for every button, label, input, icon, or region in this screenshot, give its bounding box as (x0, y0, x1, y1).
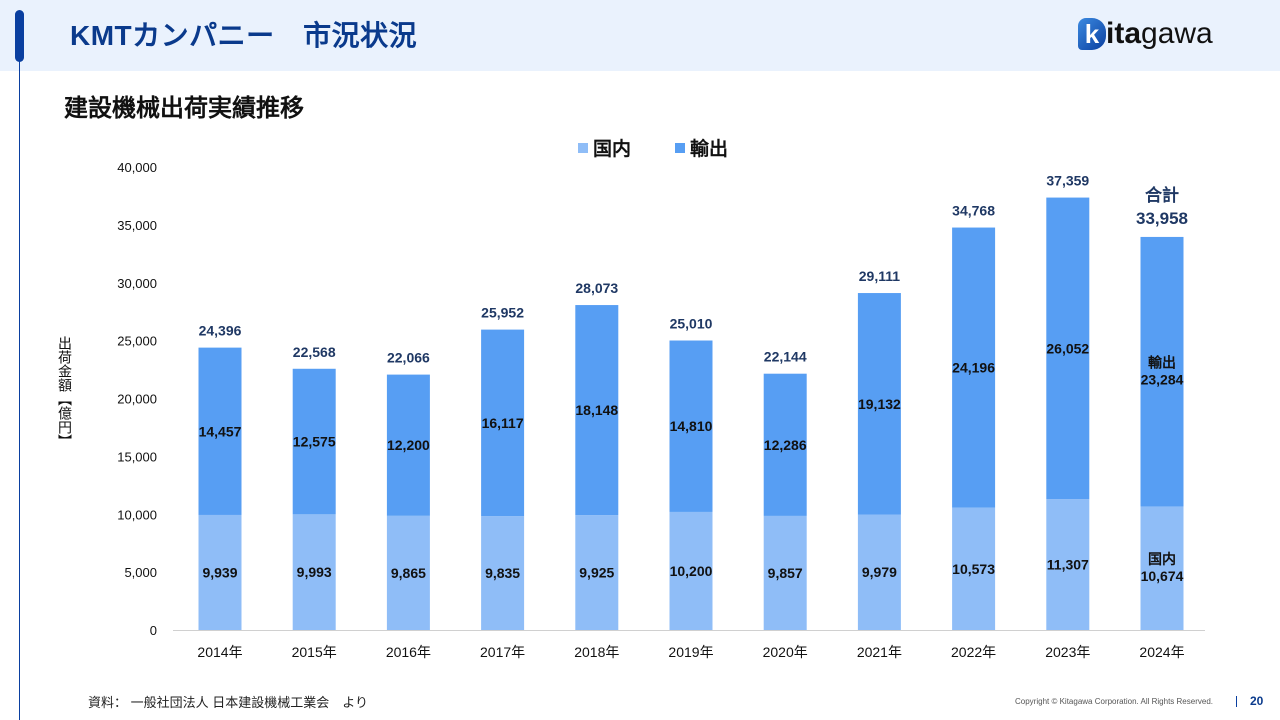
data-label: 23,284 (1141, 372, 1184, 388)
data-label: 26,052 (1046, 340, 1089, 356)
export-bar (198, 347, 242, 515)
x-tick-label: 2014年 (197, 644, 242, 660)
x-tick-label: 2019年 (668, 644, 713, 660)
data-label: 24,196 (952, 360, 995, 376)
domestic-bar (198, 514, 242, 630)
y-tick-label: 20,000 (117, 392, 157, 407)
accent-bar (15, 10, 24, 62)
y-axis-label: 出荷金額【億円】 (57, 336, 73, 448)
kitagawa-logo: k ita gawa (1078, 14, 1213, 54)
data-label: 9,925 (579, 565, 614, 581)
export-bar (857, 293, 901, 515)
data-label: 12,575 (293, 434, 336, 450)
legend-label-domestic: 国内 (593, 137, 631, 160)
data-label: 14,810 (670, 418, 713, 434)
x-tick-label: 2017年 (480, 644, 525, 660)
export-bar (763, 373, 807, 516)
y-tick-label: 35,000 (117, 218, 157, 233)
data-label: 19,132 (858, 396, 901, 412)
domestic-bar (386, 515, 430, 630)
data-label: 9,857 (768, 565, 803, 581)
data-label: 12,286 (764, 437, 807, 453)
legend-label-export: 輸出 (690, 137, 728, 160)
source-note: 資料： 一般社団法人 日本建設機械工業会 より (88, 695, 368, 710)
x-tick-label: 2015年 (292, 644, 337, 660)
export-bar (386, 374, 430, 516)
domestic-bar (669, 511, 713, 630)
y-tick-label: 0 (150, 623, 157, 638)
export-bar (292, 368, 336, 515)
x-tick-label: 2023年 (1045, 644, 1090, 660)
segment-series-label: 国内 (1148, 551, 1176, 567)
data-label: 18,148 (575, 402, 618, 418)
y-tick-label: 5,000 (124, 565, 157, 580)
total-label-title: 合計 (1145, 185, 1179, 205)
total-label: 22,066 (387, 350, 430, 366)
total-label: 33,958 (1136, 209, 1188, 228)
chart-subtitle: 建設機械出荷実績推移 (64, 95, 304, 122)
x-tick-label: 2021年 (857, 644, 902, 660)
legend-swatch-export (675, 143, 685, 153)
page-number: 20 (1250, 694, 1264, 708)
x-tick-label: 2024年 (1139, 644, 1184, 660)
legend-swatch-domestic (578, 143, 588, 153)
data-label: 9,865 (391, 565, 426, 581)
logo-k-icon: k (1078, 18, 1106, 50)
y-tick-label: 15,000 (117, 449, 157, 464)
data-label: 9,979 (862, 564, 897, 580)
x-tick-label: 2016年 (386, 644, 431, 660)
header-band (0, 0, 1280, 71)
data-label: 9,993 (297, 564, 332, 580)
data-label: 16,117 (482, 415, 524, 431)
x-tick-label: 2022年 (951, 644, 996, 660)
domestic-bar (1046, 499, 1090, 630)
total-label: 29,111 (859, 268, 900, 284)
domestic-bar (857, 514, 901, 630)
export-bar (669, 340, 713, 512)
data-label: 12,200 (387, 437, 430, 453)
y-tick-label: 40,000 (117, 160, 157, 175)
total-label: 22,568 (293, 344, 336, 360)
domestic-bar (575, 515, 619, 630)
y-tick-label: 30,000 (117, 276, 157, 291)
data-label: 10,674 (1141, 568, 1184, 584)
copyright: Copyright © Kitagawa Corporation. All Ri… (1015, 697, 1213, 706)
data-label: 10,573 (952, 561, 995, 577)
total-label: 25,952 (481, 305, 524, 321)
domestic-bar (1140, 506, 1184, 630)
total-label: 25,010 (670, 316, 713, 332)
total-label: 37,359 (1046, 173, 1089, 189)
page-separator (1236, 696, 1237, 707)
y-tick-label: 25,000 (117, 334, 157, 349)
logo-text: gawa (1141, 17, 1213, 50)
domestic-bar (952, 507, 996, 630)
domestic-bar (481, 516, 525, 630)
y-tick-label: 10,000 (117, 507, 157, 522)
data-label: 11,307 (1047, 557, 1089, 573)
x-tick-label: 2018年 (574, 644, 619, 660)
left-rule (19, 60, 20, 720)
data-label: 14,457 (199, 423, 242, 439)
total-label: 28,073 (575, 280, 618, 296)
export-bar (952, 227, 996, 508)
export-bar (575, 305, 619, 516)
export-bar (1046, 197, 1090, 500)
data-label: 9,939 (202, 564, 237, 580)
domestic-bar (763, 515, 807, 630)
export-bar (1140, 236, 1184, 507)
total-label: 24,396 (199, 323, 242, 339)
export-bar (481, 329, 525, 517)
x-tick-label: 2020年 (763, 644, 808, 660)
logo-text-bold: ita (1106, 17, 1142, 50)
domestic-bar (292, 514, 336, 630)
page-title: KMTカンパニー 市況状況 (70, 20, 418, 51)
data-label: 10,200 (670, 563, 713, 579)
total-label: 34,768 (952, 203, 995, 219)
total-label: 22,144 (764, 349, 807, 365)
data-label: 9,835 (485, 565, 520, 581)
segment-series-label: 輸出 (1148, 355, 1176, 371)
